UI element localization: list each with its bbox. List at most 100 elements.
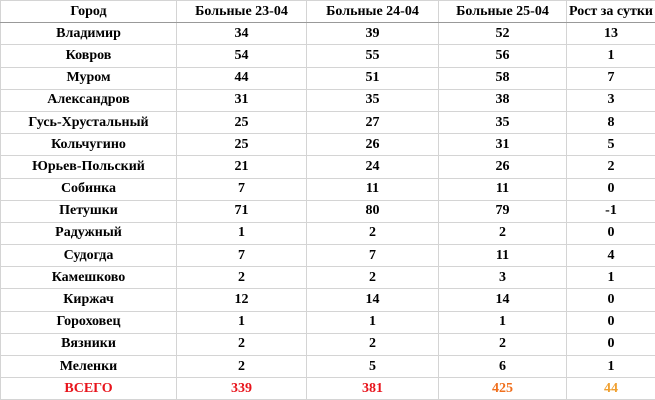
total-cell: ВСЕГО	[0, 377, 177, 400]
city-cell: Киржач	[0, 288, 177, 312]
city-cell: Вязники	[0, 332, 177, 357]
number-cell: 52	[438, 22, 567, 46]
number-cell: 14	[306, 288, 439, 312]
number-cell: 1	[176, 310, 307, 334]
number-cell: 5	[306, 354, 439, 379]
number-cell: 0	[566, 310, 655, 334]
table-row: Владимир 34 39 52 13	[0, 22, 655, 46]
table-row: Гороховец 1 1 1 0	[0, 310, 655, 334]
number-cell: 1	[306, 310, 439, 334]
city-cell: Радужный	[0, 221, 177, 246]
number-cell: 8	[566, 110, 655, 135]
number-cell: 14	[438, 288, 567, 312]
header-cell: Город	[0, 0, 177, 24]
number-cell: 1	[176, 221, 307, 246]
number-cell: 0	[566, 221, 655, 246]
number-cell: 4	[566, 244, 655, 268]
table-row: Петушки 71 80 79 -1	[0, 199, 655, 223]
number-cell: 0	[566, 332, 655, 357]
number-cell: 0	[566, 288, 655, 312]
number-cell: 25	[176, 110, 307, 135]
table-row: Судогда 7 7 11 4	[0, 244, 655, 268]
header-cell: Рост за сутки	[566, 0, 655, 24]
number-cell: 39	[306, 22, 439, 46]
number-cell: 25	[176, 133, 307, 157]
number-cell: 1	[566, 266, 655, 290]
number-cell: 13	[566, 22, 655, 46]
number-cell: 7	[306, 244, 439, 268]
number-cell: 7	[566, 66, 655, 90]
table-row: Киржач 12 14 14 0	[0, 288, 655, 312]
number-cell: 2	[176, 332, 307, 357]
city-cell: Владимир	[0, 22, 177, 46]
total-cell: 381	[306, 377, 439, 400]
number-cell: 2	[566, 155, 655, 179]
table-row: Юрьев-Польский 21 24 26 2	[0, 155, 655, 179]
city-cell: Судогда	[0, 244, 177, 268]
city-cell: Кольчугино	[0, 133, 177, 157]
city-cell: Гусь-Хрустальный	[0, 110, 177, 135]
table-row: Радужный 1 2 2 0	[0, 221, 655, 246]
city-cell: Собинка	[0, 177, 177, 201]
number-cell: 11	[438, 244, 567, 268]
number-cell: 54	[176, 44, 307, 68]
table-row: Собинка 7 11 11 0	[0, 177, 655, 201]
number-cell: 38	[438, 88, 567, 112]
city-cell: Ковров	[0, 44, 177, 68]
header-row: Город Больные 23-04 Больные 24-04 Больные 2…	[0, 0, 655, 24]
city-cell: Петушки	[0, 199, 177, 223]
city-cell: Меленки	[0, 354, 177, 379]
number-cell: 7	[176, 244, 307, 268]
city-cell: Александров	[0, 88, 177, 112]
number-cell: 35	[306, 88, 439, 112]
number-cell: 3	[566, 88, 655, 112]
number-cell: 1	[566, 44, 655, 68]
number-cell: 51	[306, 66, 439, 90]
number-cell: 2	[306, 221, 439, 246]
table-row: Гусь-Хрустальный 25 27 35 8	[0, 110, 655, 135]
table-row: Меленки 2 5 6 1	[0, 354, 655, 379]
number-cell: 21	[176, 155, 307, 179]
number-cell: 71	[176, 199, 307, 223]
total-cell: 425	[438, 377, 567, 400]
table-body: Владимир 34 39 52 13 Ковров 54 55 56 1 Муром 44 51 58…	[0, 22, 655, 400]
number-cell: 26	[306, 133, 439, 157]
number-cell: 27	[306, 110, 439, 135]
number-cell: 35	[438, 110, 567, 135]
number-cell: 58	[438, 66, 567, 90]
table-header: Город Больные 23-04 Больные 24-04 Больные 2…	[0, 0, 655, 24]
total-row: ВСЕГО 339 381 425 44	[0, 377, 655, 400]
number-cell: -1	[566, 199, 655, 223]
city-cell: Гороховец	[0, 310, 177, 334]
header-cell: Больные 25-04	[438, 0, 567, 24]
header-cell: Больные 24-04	[306, 0, 439, 24]
number-cell: 26	[438, 155, 567, 179]
number-cell: 34	[176, 22, 307, 46]
number-cell: 2	[176, 354, 307, 379]
number-cell: 7	[176, 177, 307, 201]
table-row: Вязники 2 2 2 0	[0, 332, 655, 357]
number-cell: 2	[306, 266, 439, 290]
city-cell: Муром	[0, 66, 177, 90]
number-cell: 11	[306, 177, 439, 201]
number-cell: 3	[438, 266, 567, 290]
total-cell: 44	[566, 377, 655, 400]
number-cell: 11	[438, 177, 567, 201]
number-cell: 5	[566, 133, 655, 157]
number-cell: 31	[438, 133, 567, 157]
number-cell: 55	[306, 44, 439, 68]
number-cell: 2	[176, 266, 307, 290]
city-cell: Юрьев-Польский	[0, 155, 177, 179]
number-cell: 12	[176, 288, 307, 312]
number-cell: 2	[306, 332, 439, 357]
header-cell: Больные 23-04	[176, 0, 307, 24]
number-cell: 24	[306, 155, 439, 179]
number-cell: 6	[438, 354, 567, 379]
table-row: Кольчугино 25 26 31 5	[0, 133, 655, 157]
number-cell: 44	[176, 66, 307, 90]
number-cell: 31	[176, 88, 307, 112]
table-row: Камешково 2 2 3 1	[0, 266, 655, 290]
table-row: Ковров 54 55 56 1	[0, 44, 655, 68]
number-cell: 1	[438, 310, 567, 334]
